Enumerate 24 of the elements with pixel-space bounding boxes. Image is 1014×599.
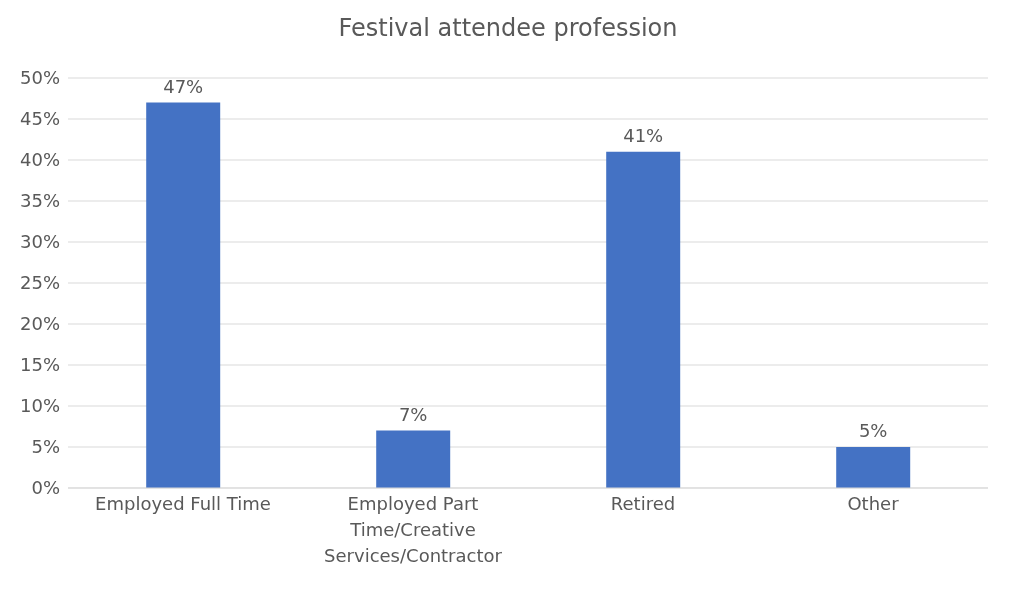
y-tick-label: 25% xyxy=(19,272,60,294)
y-tick-label: 5% xyxy=(31,436,60,458)
x-tick-label: Retired xyxy=(610,493,676,514)
bar xyxy=(376,430,451,488)
bar xyxy=(606,151,681,488)
data-label: 7% xyxy=(398,403,428,425)
bar xyxy=(146,102,221,488)
y-tick-label: 30% xyxy=(19,231,60,253)
x-tick-label: Employed Part Time/Creative Services/Contractor xyxy=(324,493,503,566)
chart-title: Festival attendee profession xyxy=(337,13,679,44)
data-label: 41% xyxy=(623,124,664,146)
y-tick-label: 0% xyxy=(31,477,60,499)
x-tick-label: Employed Full Time xyxy=(95,493,271,514)
data-label: 47% xyxy=(163,75,204,97)
y-tick-label: 15% xyxy=(19,354,60,376)
y-tick-label: 40% xyxy=(19,149,60,171)
y-tick-label: 45% xyxy=(19,108,60,130)
x-tick-label: Other xyxy=(847,493,900,514)
y-tick-label: 10% xyxy=(19,395,60,417)
y-tick-label: 35% xyxy=(19,190,60,212)
y-tick-label: 50% xyxy=(19,67,60,89)
y-tick-label: 20% xyxy=(19,313,60,335)
bar xyxy=(836,447,911,488)
data-label: 5% xyxy=(858,420,888,441)
